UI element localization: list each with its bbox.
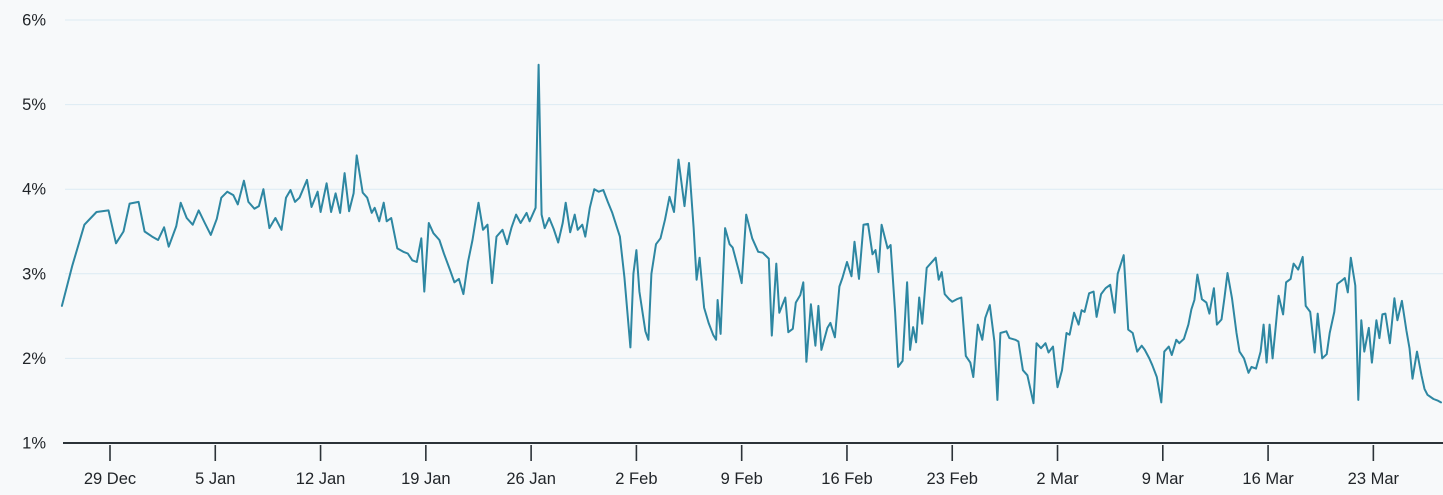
x-axis-label: 2 Mar [1036,470,1079,488]
x-axis-label: 5 Jan [195,470,235,488]
x-axis-label: 9 Feb [721,470,763,488]
x-axis-label: 2 Feb [615,470,657,488]
x-axis-label: 12 Jan [296,470,346,488]
data-line-rate [60,63,1442,405]
y-axis-label: 1% [22,435,46,453]
y-axis-label: 2% [22,350,46,368]
x-axis-label: 19 Jan [401,470,451,488]
x-axis-label: 26 Jan [506,470,556,488]
y-axis-label: 4% [22,181,46,199]
y-axis-label: 3% [22,265,46,283]
y-axis-label: 6% [22,12,46,30]
x-axis-label: 29 Dec [84,470,136,488]
y-axis-label: 5% [22,96,46,114]
x-axis-label: 9 Mar [1142,470,1185,488]
x-axis-label: 23 Feb [927,470,978,488]
x-axis-label: 16 Feb [821,470,872,488]
x-axis-label: 16 Mar [1242,470,1294,488]
x-axis-label: 23 Mar [1348,470,1400,488]
